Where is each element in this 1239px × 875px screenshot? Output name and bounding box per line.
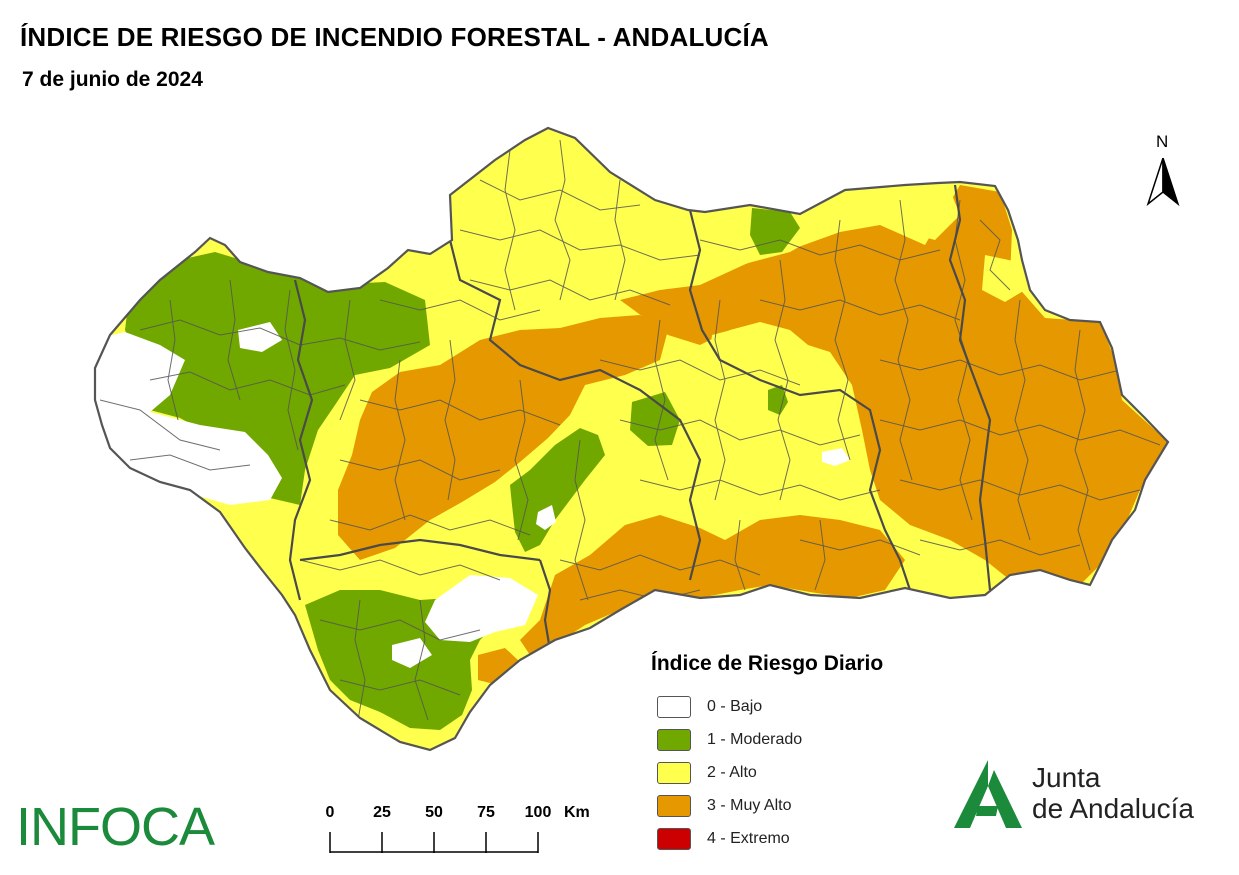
legend-item-moderado: 1 - Moderado — [650, 723, 883, 756]
zone-muy-alto-cadiz — [478, 648, 520, 685]
junta-emblem-icon — [954, 760, 1022, 828]
legend-item-extremo: 4 - Extremo — [650, 822, 883, 855]
scale-bar: 0 25 50 75 100 Km — [322, 800, 622, 860]
legend: Índice de Riesgo Diario 0 - Bajo 1 - Mod… — [650, 652, 883, 855]
infoca-logo: INFOCA — [16, 797, 215, 857]
junta-line1: Junta — [1032, 762, 1101, 793]
risk-zones — [95, 128, 1168, 750]
municipal-boundaries — [99, 139, 1161, 721]
zone-muy-alto-sevilla — [338, 315, 668, 560]
zone-moderado-huelva — [125, 252, 430, 505]
scale-label-25: 25 — [373, 804, 391, 821]
north-arrow: N — [1146, 132, 1180, 212]
legend-swatch-extremo — [657, 827, 691, 850]
junta-andalucia-logo: Junta de Andalucía — [950, 758, 1220, 830]
legend-title: Índice de Riesgo Diario — [651, 652, 884, 675]
legend-swatch-bajo — [657, 695, 691, 718]
legend-swatch-muy-alto — [657, 794, 691, 817]
legend-item-muy-alto: 3 - Muy Alto — [650, 789, 883, 822]
map-date: 7 de junio de 2024 — [22, 68, 203, 91]
junta-line2: de Andalucía — [1032, 793, 1194, 824]
zone-bajo-spot-granada — [822, 448, 850, 466]
scale-unit: Km — [564, 804, 590, 821]
zone-alto-almeria-n — [982, 255, 1025, 302]
zone-moderado-cordoba — [510, 428, 605, 552]
zone-bajo-spot-cordoba — [536, 505, 556, 530]
north-arrow-icon — [1146, 158, 1180, 207]
scale-label-0: 0 — [325, 804, 335, 821]
legend-label-moderado: 1 - Moderado — [707, 730, 803, 748]
legend-swatch-alto — [657, 761, 691, 784]
zone-bajo-cadiz — [425, 575, 538, 642]
legend-swatch-moderado — [657, 728, 691, 751]
zone-moderado-jaen-spot — [768, 385, 788, 415]
scale-label-50: 50 — [425, 804, 443, 821]
legend-item-bajo: 0 - Bajo — [650, 690, 883, 723]
north-label: N — [1156, 132, 1169, 151]
junta-wordmark: Junta de Andalucía — [1032, 762, 1194, 824]
legend-label-bajo: 0 - Bajo — [707, 697, 763, 715]
zone-moderado-cordoba-e — [630, 392, 680, 446]
province-boundaries — [288, 184, 992, 651]
legend-item-alto: 2 - Alto — [650, 756, 883, 789]
map-title: ÍNDICE DE RIESGO DE INCENDIO FORESTAL - … — [20, 22, 769, 52]
scale-label-75: 75 — [477, 804, 495, 821]
zone-muy-alto-malaga — [520, 515, 905, 655]
scale-label-100: 100 — [524, 804, 552, 821]
zone-bajo-huelva — [95, 332, 282, 505]
legend-label-extremo: 4 - Extremo — [707, 829, 790, 847]
zone-muy-alto-east — [620, 185, 1168, 585]
scale-bar-graphic — [329, 832, 539, 853]
legend-label-muy-alto: 3 - Muy Alto — [707, 796, 792, 814]
legend-label-alto: 2 - Alto — [707, 763, 757, 781]
zone-alto-granada-ne — [895, 190, 960, 240]
zone-bajo-cadiz-2 — [392, 638, 432, 668]
